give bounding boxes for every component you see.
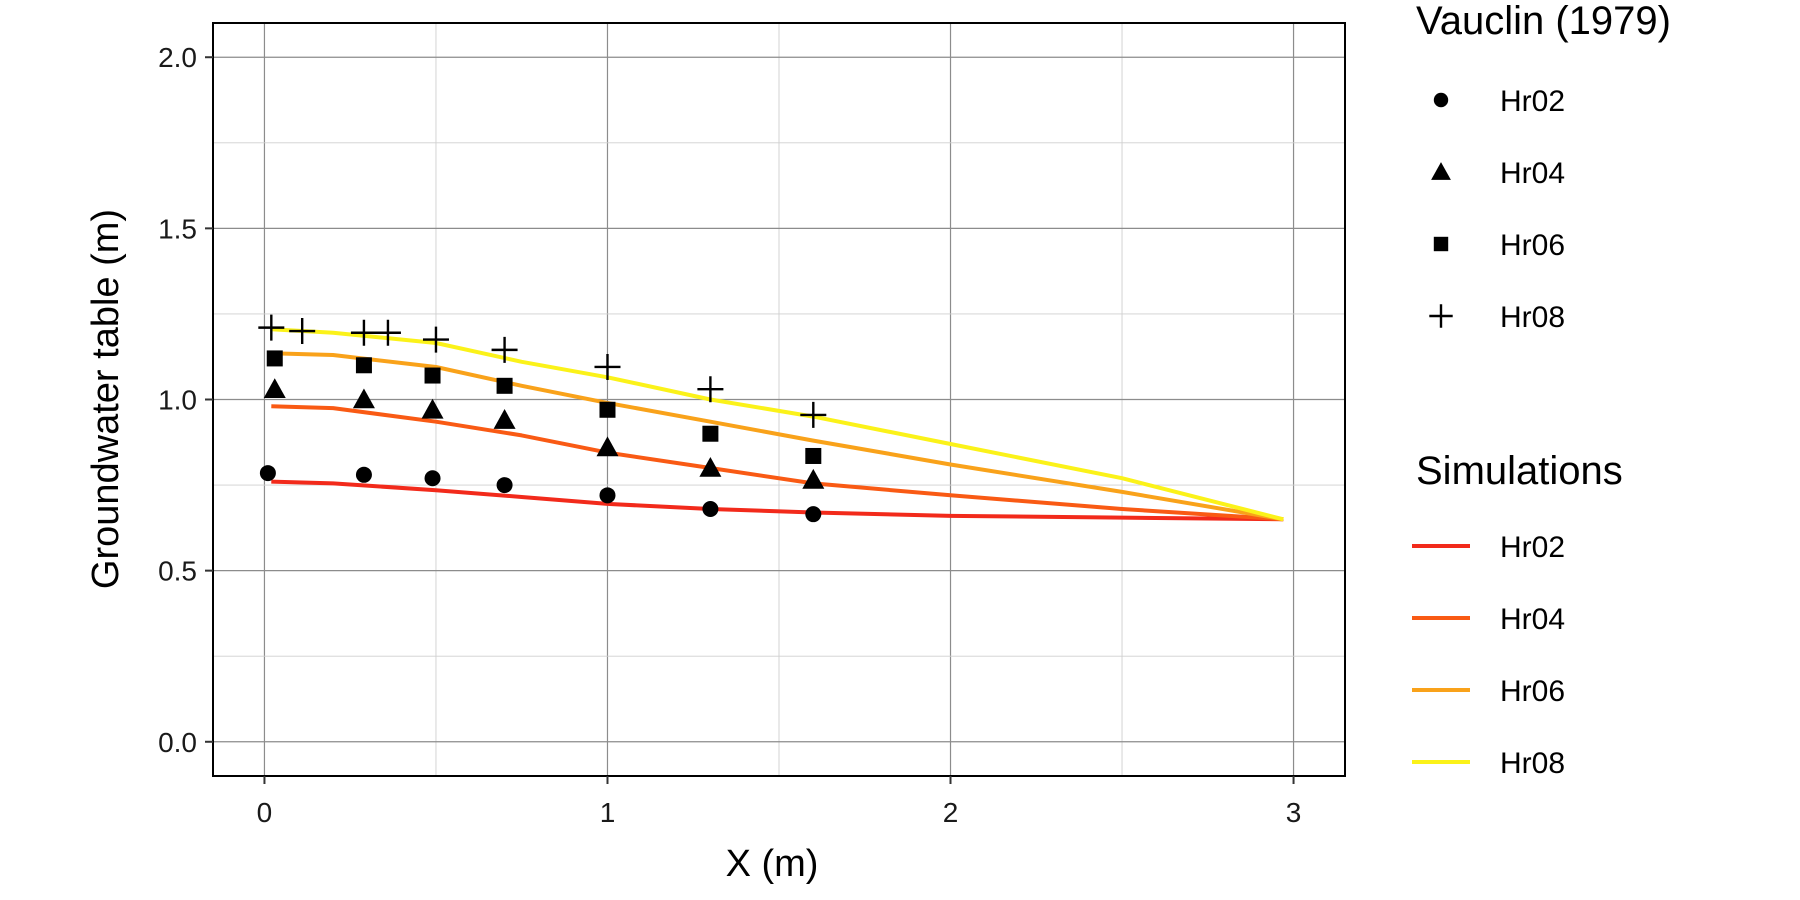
obs-point-hr04: [352, 388, 375, 409]
legend-title-observations: Vauclin (1979): [1416, 0, 1671, 43]
obs-point-hr06: [599, 401, 616, 418]
legend-observation-items: Hr02 Hr04 Hr06 Hr08: [1429, 85, 1565, 334]
legend-label: Hr04: [1500, 157, 1565, 190]
obs-point-hr04: [421, 398, 444, 419]
y-tick-label: 1.5: [158, 213, 197, 244]
obs-point-hr08: [800, 401, 827, 428]
legend-marker-square: [1433, 236, 1449, 252]
obs-point-hr06: [805, 447, 822, 464]
plot-area: [212, 22, 1346, 777]
obs-point-hr04: [802, 468, 825, 489]
obs-point-hr04: [263, 378, 286, 399]
sim-line-hr08: [271, 327, 1284, 522]
x-tick-label: 3: [1286, 797, 1302, 828]
obs-point-hr08: [594, 353, 621, 380]
legend-label: Hr02: [1500, 85, 1565, 118]
obs-point-hr08: [697, 376, 724, 403]
legend-label: Hr02: [1500, 531, 1565, 564]
obs-point-hr02: [805, 506, 822, 523]
legend-label: Hr06: [1500, 675, 1565, 708]
x-tick-label: 0: [257, 797, 273, 828]
obs-point-hr06: [355, 357, 372, 374]
sim-line-hr06: [271, 351, 1284, 522]
y-tick-label: 2.0: [158, 42, 197, 73]
legend-marker-plus: [1429, 304, 1453, 328]
obs-point-hr04: [493, 409, 516, 429]
obs-point-hr04: [699, 456, 722, 477]
legend-observations: Vauclin (1979) Hr02 Hr04 Hr06 Hr08: [1416, 0, 1671, 334]
legend-simulations: Simulations Hr02 Hr04 Hr06 Hr08: [1412, 449, 1623, 780]
x-axis-title: X (m): [726, 843, 819, 885]
legend-label: Hr08: [1500, 301, 1565, 334]
legend-label: Hr06: [1500, 229, 1565, 262]
x-tick-label: 1: [600, 797, 616, 828]
obs-point-hr02: [496, 477, 513, 494]
obs-point-hr06: [702, 425, 719, 442]
x-tick-label: 2: [943, 797, 959, 828]
obs-point-hr08: [422, 326, 449, 353]
y-axis: 0.0 0.5 1.0 1.5 2.0: [158, 42, 213, 758]
simulation-lines: [271, 327, 1284, 522]
obs-point-hr02: [599, 487, 616, 504]
obs-point-hr02: [424, 470, 441, 487]
y-tick-label: 0.5: [158, 556, 197, 587]
legend-title-simulations: Simulations: [1416, 449, 1623, 493]
obs-point-hr08: [491, 336, 518, 363]
obs-point-hr02: [702, 501, 719, 518]
legend-marker-triangle: [1431, 162, 1451, 180]
obs-point-hr02: [259, 465, 276, 482]
legend-label: Hr04: [1500, 603, 1565, 636]
y-tick-label: 0.0: [158, 727, 197, 758]
obs-point-hr08: [258, 314, 285, 341]
obs-point-hr02: [355, 466, 372, 483]
obs-point-hr06: [424, 367, 441, 384]
legend-label: Hr08: [1500, 747, 1565, 780]
obs-point-hr06: [496, 377, 513, 394]
legend-simulation-items: Hr02 Hr04 Hr06 Hr08: [1412, 531, 1565, 780]
obs-point-hr04: [596, 436, 619, 457]
obs-point-hr08: [350, 319, 377, 346]
obs-point-hr06: [266, 350, 283, 367]
obs-point-hr08: [374, 319, 401, 346]
sim-line-hr02: [271, 479, 1284, 522]
x-axis: 0 1 2 3: [257, 776, 1302, 828]
obs-point-hr08: [289, 318, 316, 345]
legend-marker-circle: [1433, 92, 1449, 108]
y-axis-title: Groundwater table (m): [85, 209, 127, 589]
observation-points: [258, 314, 827, 523]
sim-line-hr04: [271, 404, 1284, 522]
y-tick-label: 1.0: [158, 385, 197, 416]
